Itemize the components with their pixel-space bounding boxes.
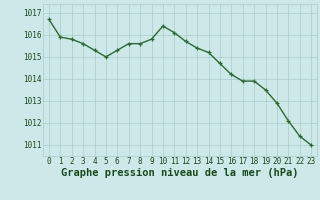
X-axis label: Graphe pression niveau de la mer (hPa): Graphe pression niveau de la mer (hPa) — [61, 168, 299, 178]
